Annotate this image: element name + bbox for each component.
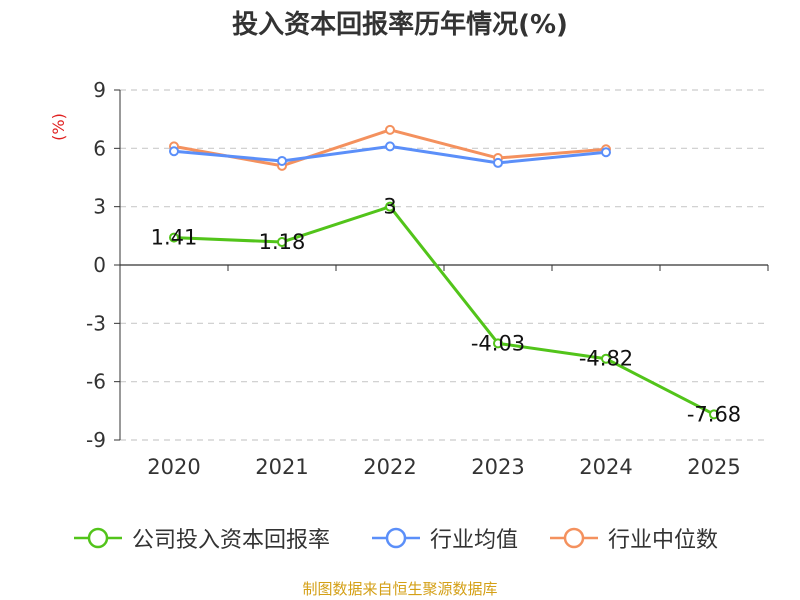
legend-item[interactable]: 公司投入资本回报率 xyxy=(72,518,330,558)
series-1 xyxy=(169,141,611,168)
data-point xyxy=(601,353,611,364)
source-note: 制图数据来自恒生聚源数据库 xyxy=(302,580,498,598)
data-point xyxy=(385,124,395,135)
data-point xyxy=(385,201,395,212)
data-point xyxy=(277,237,287,248)
y-tick-label: 0 xyxy=(93,253,106,277)
data-point xyxy=(169,146,179,157)
y-tick-label: -6 xyxy=(86,370,106,394)
y-tick-label: -3 xyxy=(86,311,106,335)
legend-item[interactable]: 行业中位数 xyxy=(548,518,718,558)
series xyxy=(169,124,719,420)
legend-marker-icon xyxy=(550,527,598,549)
legend-marker-icon xyxy=(74,527,122,549)
legend-label: 行业中位数 xyxy=(608,528,719,553)
data-labels: 1.41 1.18 3 -4.03 -4.82 -7.68 xyxy=(151,195,742,427)
x-tick-label: 2024 xyxy=(579,455,632,479)
data-point xyxy=(385,141,395,152)
data-label: -4.82 xyxy=(579,347,633,371)
y-tick-label: 3 xyxy=(93,195,106,219)
data-point xyxy=(709,409,719,420)
x-tick-label: 2021 xyxy=(255,455,308,479)
series-0 xyxy=(169,201,719,420)
data-label: 1.41 xyxy=(151,226,198,250)
chart-title: 投入资本回报率历年情况(%) xyxy=(232,10,568,40)
legend: 公司投入资本回报率 行业均值 行业中位数 xyxy=(0,518,800,558)
x-tick-label: 2025 xyxy=(687,455,740,479)
y-tick-label: -9 xyxy=(86,428,106,452)
y-tick-label: 6 xyxy=(93,136,106,160)
grid-lines xyxy=(120,89,768,441)
data-label: 3 xyxy=(383,195,396,219)
axes: 9 6 3 0 -3 -6 -9 2020 2021 2022 2023 2024 2025 (%) xyxy=(49,78,769,479)
data-point xyxy=(493,338,503,349)
data-label: 1.18 xyxy=(259,230,306,254)
data-point xyxy=(493,157,503,168)
x-tick-label: 2020 xyxy=(147,455,200,479)
y-tick-label: 9 xyxy=(93,78,106,102)
legend-label: 公司投入资本回报率 xyxy=(132,528,331,553)
data-point xyxy=(601,147,611,158)
line-chart: 9 6 3 0 -3 -6 -9 2020 2021 2022 2023 2024 2025 (%) 1.… xyxy=(49,78,769,479)
data-point xyxy=(277,155,287,166)
data-point xyxy=(169,232,179,243)
data-label: -7.68 xyxy=(687,402,741,426)
legend-label: 行业均值 xyxy=(430,528,519,553)
x-tick-label: 2022 xyxy=(363,455,416,479)
y-axis-label: (%) xyxy=(49,113,68,141)
x-tick-label: 2023 xyxy=(471,455,524,479)
legend-item[interactable]: 行业均值 xyxy=(370,518,518,558)
series-line xyxy=(173,205,715,416)
data-label: -4.03 xyxy=(471,331,525,355)
legend-marker-icon xyxy=(372,527,420,549)
